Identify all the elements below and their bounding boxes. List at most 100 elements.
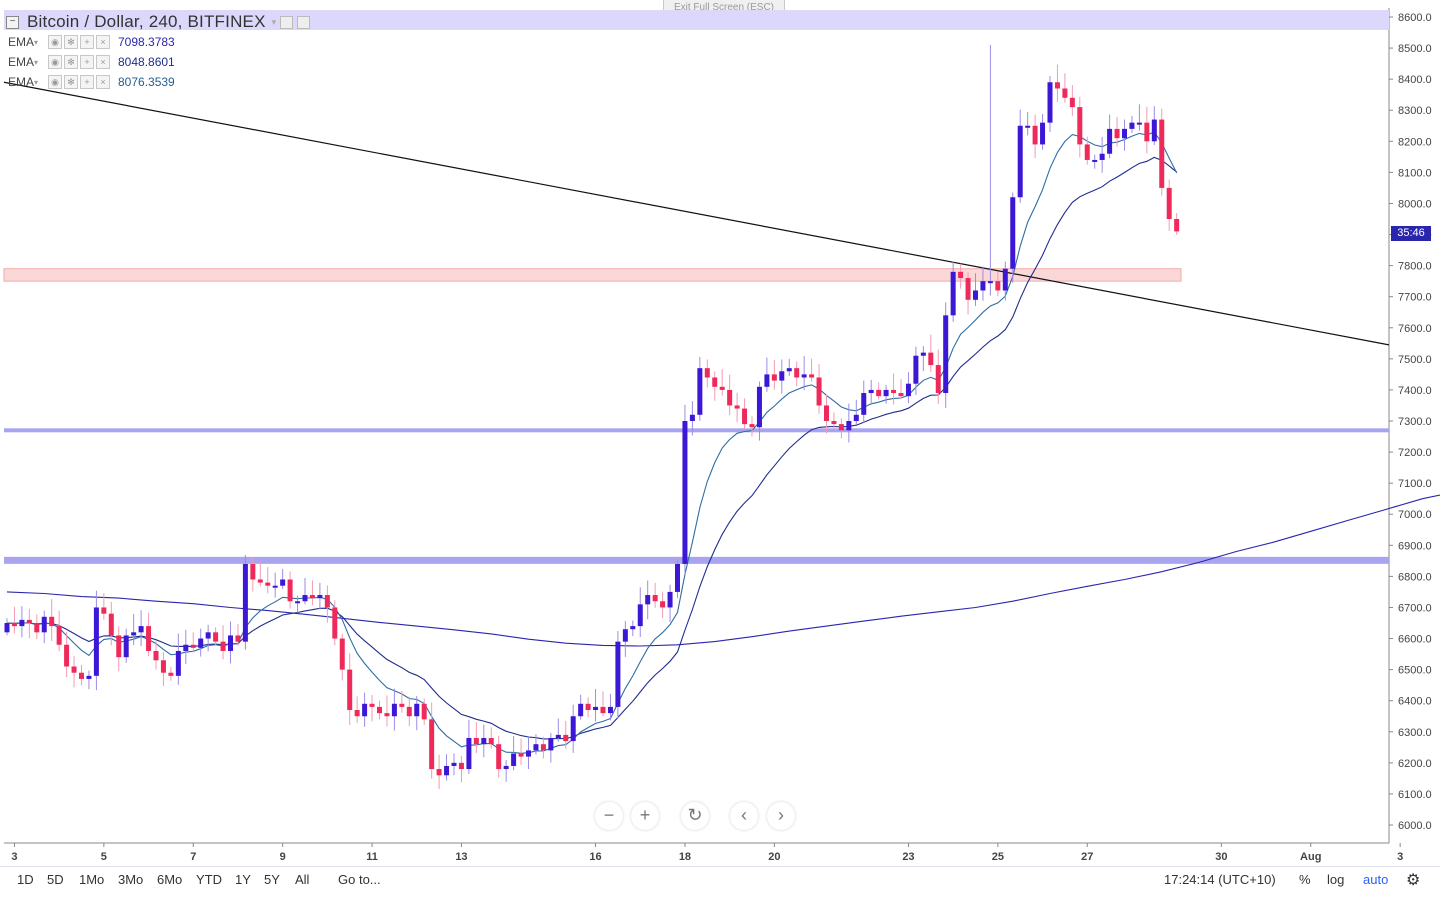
candle-up — [615, 641, 621, 707]
time-tick-label: 13 — [455, 851, 467, 863]
indicator-name: EMA — [8, 75, 35, 89]
eye-icon[interactable]: ◉ — [48, 75, 62, 89]
candle-up — [138, 626, 144, 633]
eye-icon[interactable]: ◉ — [48, 55, 62, 69]
candle-down — [824, 405, 829, 421]
range-ytd-button[interactable]: YTD — [196, 872, 222, 887]
chevron-down-icon[interactable]: ▾ — [34, 77, 39, 87]
candle-down — [809, 374, 815, 378]
candle-down — [488, 737, 494, 745]
candle-down — [190, 644, 196, 648]
candle-down — [34, 623, 40, 633]
visibility-icon[interactable] — [280, 15, 294, 29]
auto-scale-toggle[interactable]: auto — [1363, 872, 1389, 887]
candle-down — [518, 753, 524, 757]
candle-up — [526, 750, 531, 757]
clock-display[interactable]: 17:24:14 (UTC+10) — [1164, 872, 1276, 887]
candle-up — [19, 619, 25, 627]
candle-up — [414, 703, 420, 717]
close-icon[interactable]: × — [96, 35, 110, 49]
candle-up — [1002, 268, 1008, 291]
chevron-down-icon[interactable]: ▾ — [271, 16, 277, 27]
time-tick-label: 9 — [280, 851, 286, 863]
range-1d-button[interactable]: 1D — [17, 872, 34, 887]
range-3mo-button[interactable]: 3Mo — [118, 872, 144, 887]
candle-down — [406, 706, 412, 717]
candle-down — [712, 377, 718, 387]
collapse-icon[interactable]: − — [6, 15, 19, 29]
indicator-row-2[interactable]: EMA ▾ ◉ ✻ + × 8048.8601 — [8, 53, 175, 71]
candle-up — [280, 579, 286, 586]
chevron-down-icon[interactable]: ▾ — [34, 37, 39, 47]
percent-scale-toggle[interactable]: % — [1299, 872, 1311, 887]
goto-date-button[interactable]: Go to... — [338, 872, 381, 887]
gear-icon[interactable]: ✻ — [64, 35, 78, 49]
candle-down — [600, 706, 606, 714]
candle-up — [675, 563, 680, 592]
gear-icon[interactable]: ✻ — [64, 55, 78, 69]
candle-up — [682, 421, 688, 564]
time-tick-label: 27 — [1081, 851, 1093, 863]
zoom-in-button[interactable]: + — [631, 802, 659, 830]
symbol-title[interactable]: Bitcoin / Dollar, 240, BITFINEX — [27, 12, 266, 31]
price-tick-label: 6700.0 — [1398, 602, 1432, 614]
candle-down — [168, 672, 174, 676]
candle-down — [928, 352, 934, 366]
range-5y-button[interactable]: 5Y — [264, 872, 280, 887]
plus-icon[interactable]: + — [80, 55, 94, 69]
chevron-down-icon[interactable]: ▾ — [34, 57, 39, 67]
plus-icon[interactable]: + — [80, 35, 94, 49]
candle-down — [265, 582, 271, 586]
range-1y-button[interactable]: 1Y — [235, 872, 251, 887]
close-icon[interactable]: × — [96, 75, 110, 89]
candle-down — [257, 579, 263, 583]
candle-down — [838, 424, 844, 431]
candle-up — [913, 355, 919, 384]
candle-down — [742, 408, 748, 425]
eye-icon[interactable]: ◉ — [48, 35, 62, 49]
candle-down — [719, 386, 725, 390]
price-tick-label: 8300.0 — [1398, 105, 1432, 117]
candle-down — [101, 607, 107, 614]
gear-icon[interactable] — [297, 15, 311, 29]
range-5d-button[interactable]: 5D — [47, 872, 64, 887]
indicator-row-1[interactable]: EMA ▾ ◉ ✻ + × 7098.3783 — [8, 33, 175, 51]
range-6mo-button[interactable]: 6Mo — [157, 872, 183, 887]
gear-icon[interactable]: ✻ — [64, 75, 78, 89]
range-all-button[interactable]: All — [295, 872, 310, 887]
scroll-left-button[interactable]: ‹ — [730, 802, 758, 830]
candle-down — [540, 744, 546, 751]
log-scale-toggle[interactable]: log — [1327, 872, 1345, 887]
price-tick-label: 7300.0 — [1398, 416, 1432, 428]
ema-short-line — [6, 131, 1178, 754]
close-icon[interactable]: × — [96, 55, 110, 69]
price-tick-label: 6200.0 — [1398, 758, 1432, 770]
candle-down — [399, 703, 405, 707]
candle-up — [697, 368, 703, 415]
range-1mo-button[interactable]: 1Mo — [79, 872, 105, 887]
candle-down — [563, 734, 569, 742]
candle-up — [302, 595, 308, 602]
price-tick-label: 8200.0 — [1398, 136, 1432, 148]
candle-up — [1025, 125, 1031, 128]
plus-icon[interactable]: + — [80, 75, 94, 89]
zoom-out-button[interactable]: − — [595, 802, 623, 830]
candle-down — [995, 281, 1001, 291]
reset-chart-button[interactable]: ↻ — [681, 802, 709, 830]
candle-up — [548, 737, 554, 751]
support-level-line — [4, 428, 1389, 433]
candle-up — [555, 734, 561, 738]
scroll-right-button[interactable]: › — [767, 802, 795, 830]
candle-down — [235, 635, 241, 642]
candle-up — [973, 290, 978, 300]
candle-up — [943, 315, 949, 394]
candle-down — [436, 769, 442, 776]
candle-up — [481, 737, 487, 745]
candle-down — [384, 713, 390, 717]
gear-icon[interactable]: ⚙ — [1406, 872, 1421, 889]
candle-up — [228, 635, 233, 651]
indicator-row-3[interactable]: EMA ▾ ◉ ✻ + × 8076.3539 — [8, 73, 175, 91]
time-tick-label: 5 — [101, 851, 107, 863]
candle-down — [56, 626, 62, 645]
